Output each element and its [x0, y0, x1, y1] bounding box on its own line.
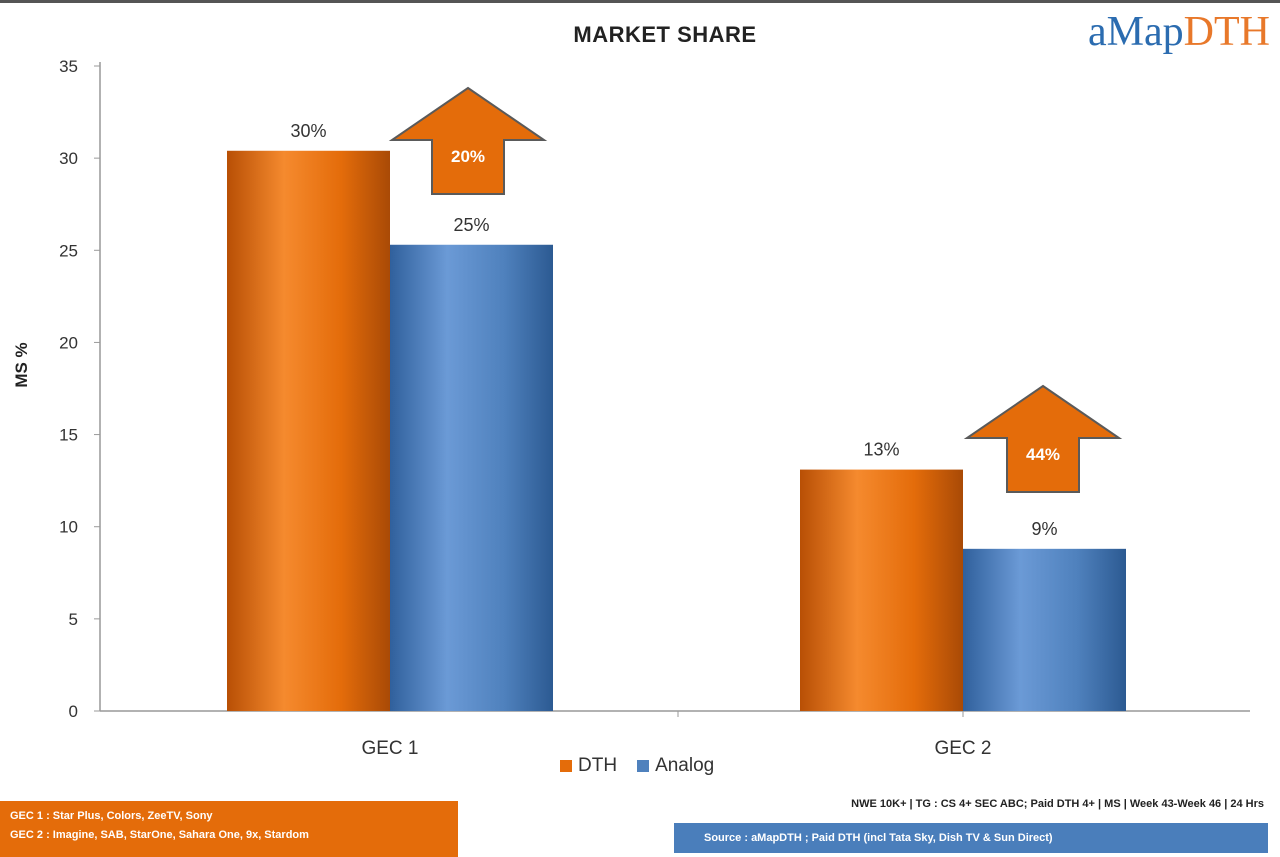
legend-swatch-analog: [637, 760, 650, 772]
y-tick-label-7: 35: [59, 57, 78, 76]
x-category-label-0: GEC 1: [361, 738, 418, 759]
growth-arrow-label-1: 44%: [1026, 445, 1060, 464]
x-category-label-1: GEC 2: [934, 738, 991, 759]
data-label-analog-1: 9%: [1031, 519, 1057, 539]
y-tick-label-5: 25: [59, 241, 78, 260]
source-bar: Source : aMapDTH ; Paid DTH (incl Tata S…: [674, 823, 1268, 853]
note-gec2: GEC 2 : Imagine, SAB, StarOne, Sahara On…: [10, 829, 309, 841]
bar-chart: 0 5 10 15 20 25 30 35 GEC 1 30% 25% GEC 2 13% 9% 20%…: [59, 57, 1250, 759]
note-gec1: GEC 1 : Star Plus, Colors, ZeeTV, Sony: [10, 810, 213, 822]
brand-logo-part1: aMap: [1088, 9, 1184, 55]
y-tick-label-3: 15: [59, 426, 78, 445]
legend-item-analog: Analog: [637, 755, 714, 777]
chart-title: MARKET SHARE: [573, 22, 757, 47]
growth-arrow-1: [963, 384, 1123, 493]
y-tick-label-0: 0: [69, 702, 78, 721]
legend: DTH Analog: [560, 755, 714, 777]
channel-notes: GEC 1 : Star Plus, Colors, ZeeTV, Sony G…: [0, 801, 458, 857]
bar-dth-0: [227, 150, 390, 711]
legend-swatch-dth: [560, 760, 572, 772]
brand-logo-part2: DTH: [1183, 9, 1270, 55]
brand-logo: aMapDTH: [1088, 8, 1270, 56]
y-tick-label-2: 10: [59, 518, 78, 537]
data-label-dth-0: 30%: [290, 121, 326, 141]
bar-analog-1: [963, 548, 1126, 711]
growth-arrow-0: [388, 86, 548, 195]
bar-analog-0: [390, 244, 553, 711]
y-tick-label-4: 20: [59, 333, 78, 352]
top-border: [0, 0, 1280, 3]
y-tick-label-6: 30: [59, 149, 78, 168]
legend-label-analog: Analog: [655, 755, 715, 776]
y-tick-label-1: 5: [69, 610, 78, 629]
data-label-analog-0: 25%: [453, 215, 489, 235]
methodology-footnote: NWE 10K+ | TG : CS 4+ SEC ABC; Paid DTH …: [851, 798, 1264, 810]
data-label-dth-1: 13%: [863, 440, 899, 460]
legend-item-dth: DTH: [560, 755, 617, 777]
growth-arrow-label-0: 20%: [451, 147, 485, 166]
legend-label-dth: DTH: [578, 755, 618, 776]
bar-dth-1: [800, 469, 963, 711]
